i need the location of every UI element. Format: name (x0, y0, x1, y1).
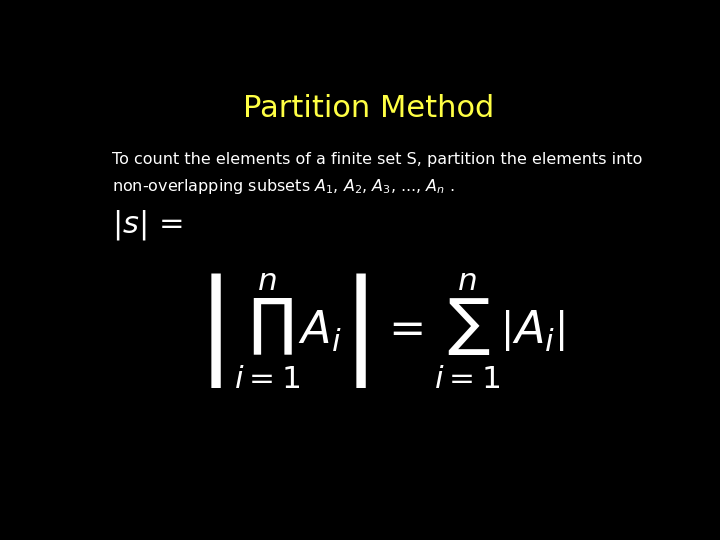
Text: To count the elements of a finite set S, partition the elements into: To count the elements of a finite set S,… (112, 152, 643, 167)
Text: $\left|\prod_{i=1}^{n} A_i\right| = \sum_{i=1}^{n} \left|A_i\right|$: $\left|\prod_{i=1}^{n} A_i\right| = \sum… (196, 272, 564, 390)
Text: non-overlapping subsets $A_1$, $A_2$, $A_3$, ..., $A_n$ .: non-overlapping subsets $A_1$, $A_2$, $A… (112, 177, 455, 196)
Text: Partition Method: Partition Method (243, 94, 495, 123)
Text: $|s|$ =: $|s|$ = (112, 208, 183, 242)
